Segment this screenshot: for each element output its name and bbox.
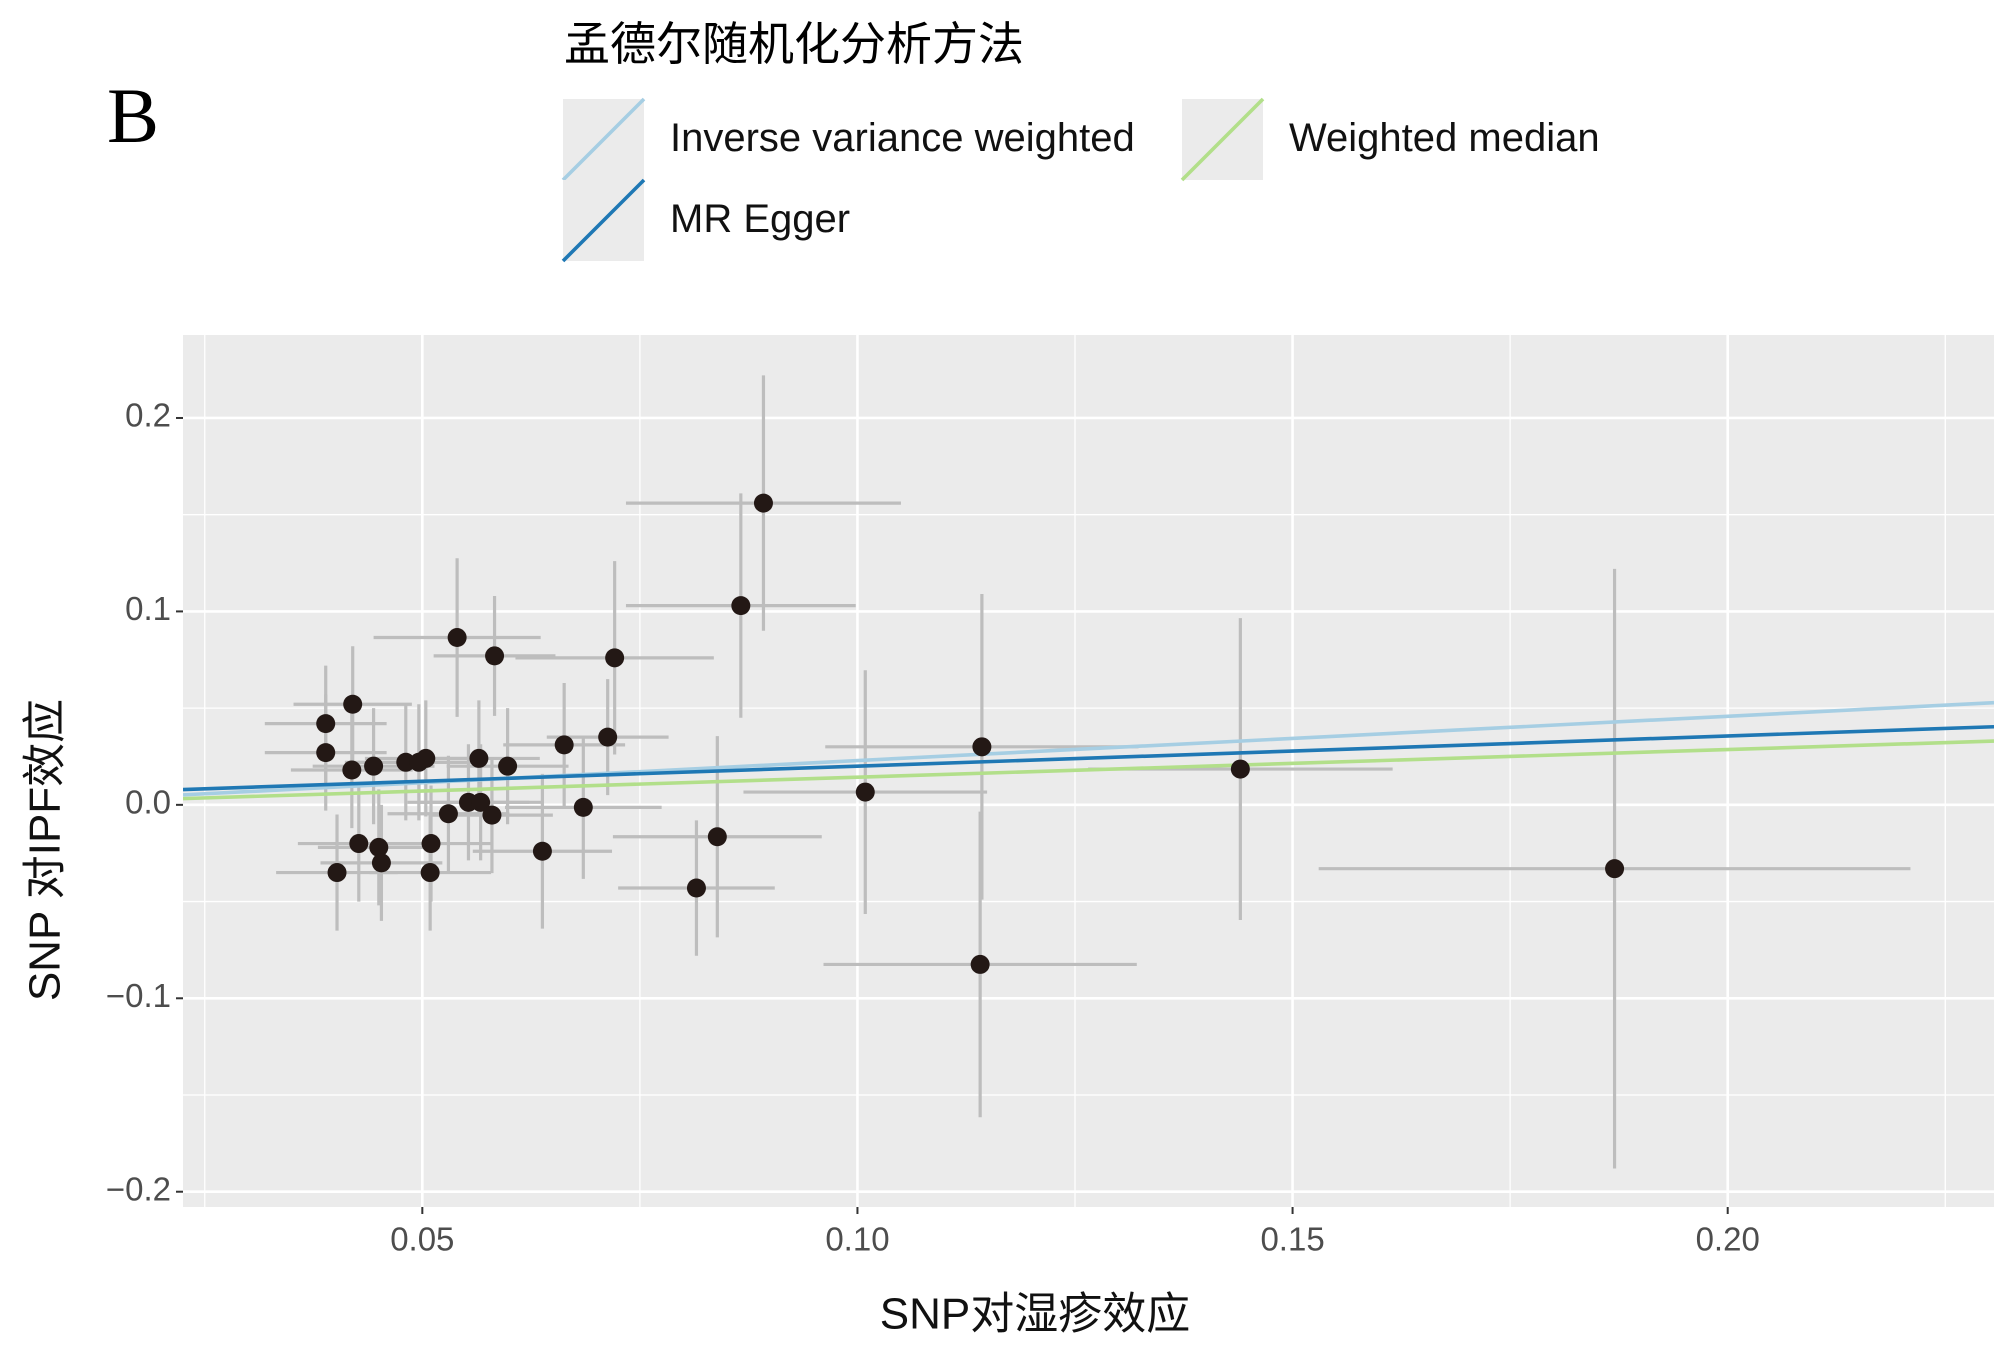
point: [605, 648, 625, 668]
point: [970, 954, 990, 974]
point: [1230, 759, 1250, 779]
point: [498, 756, 518, 776]
point: [438, 804, 458, 824]
point: [972, 737, 992, 757]
x-tick-label: 0.05: [390, 1221, 454, 1258]
point: [482, 805, 502, 825]
point: [421, 834, 441, 854]
point: [447, 628, 467, 648]
point: [316, 714, 336, 734]
point: [753, 493, 773, 513]
point: [327, 863, 347, 883]
legend-label: MR Egger: [670, 197, 850, 241]
legend-label: Weighted median: [1289, 116, 1600, 160]
fit-line: [183, 724, 1994, 792]
legend-swatch: [1180, 97, 1265, 182]
point: [342, 760, 362, 780]
point: [349, 834, 369, 854]
plot-content: [183, 375, 1994, 1169]
fit-line: [183, 739, 1994, 801]
panel-label: B: [107, 72, 159, 159]
point: [731, 596, 751, 616]
legend-label: Inverse variance weighted: [670, 116, 1135, 160]
legend-swatch: [561, 178, 646, 263]
point: [369, 837, 389, 857]
point: [1605, 859, 1625, 879]
y-tick-label: 0.2: [125, 397, 171, 434]
point: [573, 797, 593, 817]
y-axis-title: SNP 对IPF效应: [21, 699, 70, 1001]
x-tick-label: 0.20: [1696, 1221, 1760, 1258]
x-tick-label: 0.10: [825, 1221, 889, 1258]
y-tick-label: −0.2: [106, 1170, 171, 1207]
y-tick-label: −0.1: [106, 977, 171, 1014]
point: [316, 743, 336, 763]
point: [485, 646, 505, 666]
point: [598, 727, 618, 747]
point: [532, 841, 552, 861]
point: [396, 752, 416, 772]
point: [416, 748, 436, 768]
x-tick-label: 0.15: [1260, 1221, 1324, 1258]
legend-swatch: [561, 97, 646, 182]
y-tick-label: 0.1: [125, 590, 171, 627]
point: [343, 694, 363, 714]
point: [420, 863, 440, 883]
x-axis-title: SNP对湿疹效应: [880, 1290, 1190, 1339]
point: [855, 782, 875, 802]
point: [686, 878, 706, 898]
point: [469, 748, 489, 768]
legend-title: 孟德尔随机化分析方法: [564, 17, 1024, 71]
point: [471, 792, 491, 812]
point: [364, 756, 384, 776]
point: [554, 735, 574, 755]
point: [371, 853, 391, 873]
point: [707, 827, 727, 847]
y-tick-label: 0.0: [125, 784, 171, 821]
